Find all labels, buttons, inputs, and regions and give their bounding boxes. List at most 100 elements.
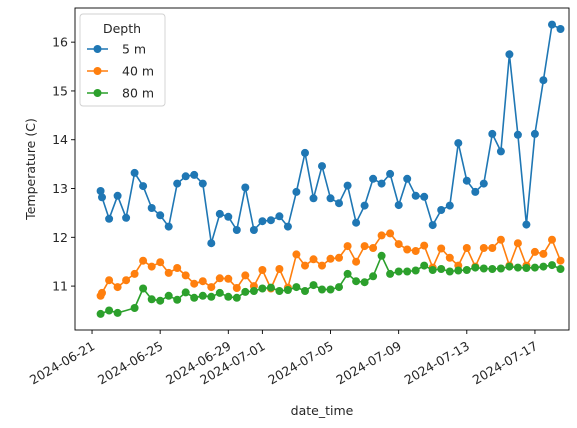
data-point <box>98 289 106 297</box>
data-point <box>505 50 513 58</box>
y-tick-label: 13 <box>52 181 68 196</box>
data-point <box>327 286 335 294</box>
data-point <box>403 175 411 183</box>
data-point <box>471 188 479 196</box>
data-point <box>267 284 275 292</box>
data-point <box>250 287 258 295</box>
data-point <box>131 169 139 177</box>
data-point <box>301 287 309 295</box>
data-point <box>557 265 565 273</box>
data-point <box>386 270 394 278</box>
data-point <box>190 171 198 179</box>
data-point <box>182 288 190 296</box>
data-point <box>531 264 539 272</box>
legend-swatch-marker <box>94 89 102 97</box>
data-point <box>420 193 428 201</box>
data-point <box>207 293 215 301</box>
data-point <box>522 264 530 272</box>
data-point <box>378 180 386 188</box>
data-point <box>420 242 428 250</box>
data-point <box>98 193 106 201</box>
data-point <box>386 229 394 237</box>
data-point <box>463 177 471 185</box>
data-point <box>395 240 403 248</box>
data-point <box>369 175 377 183</box>
data-point <box>378 231 386 239</box>
data-point <box>258 285 266 293</box>
legend-title: Depth <box>103 21 141 36</box>
data-point <box>437 245 445 253</box>
data-point <box>463 266 471 274</box>
data-point <box>148 295 156 303</box>
data-point <box>420 262 428 270</box>
data-point <box>122 214 130 222</box>
y-tick-label: 11 <box>52 279 68 294</box>
data-point <box>139 182 147 190</box>
data-point <box>471 264 479 272</box>
data-point <box>522 221 530 229</box>
data-point <box>301 149 309 157</box>
data-point <box>335 254 343 262</box>
data-point <box>148 204 156 212</box>
y-axis-title: Temperature (C) <box>23 118 38 221</box>
y-tick-label: 12 <box>52 230 68 245</box>
data-point <box>122 276 130 284</box>
data-point <box>318 262 326 270</box>
data-point <box>412 247 420 255</box>
data-point <box>105 215 113 223</box>
data-point <box>361 202 369 210</box>
data-point <box>488 130 496 138</box>
data-point <box>403 268 411 276</box>
data-point <box>292 283 300 291</box>
data-point <box>284 286 292 294</box>
data-point <box>539 250 547 258</box>
data-point <box>156 211 164 219</box>
data-point <box>557 25 565 33</box>
data-point <box>429 221 437 229</box>
data-point <box>548 261 556 269</box>
data-point <box>514 264 522 272</box>
data-point <box>148 263 156 271</box>
data-point <box>437 265 445 273</box>
data-point <box>454 267 462 275</box>
data-point <box>412 267 420 275</box>
data-point <box>335 199 343 207</box>
data-point <box>250 226 258 234</box>
data-point <box>412 192 420 200</box>
y-tick-label: 15 <box>52 83 68 98</box>
data-point <box>182 172 190 180</box>
data-point <box>344 182 352 190</box>
data-point <box>361 278 369 286</box>
data-point <box>557 257 565 265</box>
data-point <box>310 281 318 289</box>
data-point <box>207 239 215 247</box>
data-point <box>199 180 207 188</box>
data-point <box>165 223 173 231</box>
data-point <box>173 296 181 304</box>
data-point <box>190 280 198 288</box>
data-point <box>224 213 232 221</box>
data-point <box>284 223 292 231</box>
data-point <box>165 292 173 300</box>
data-point <box>241 288 249 296</box>
data-point <box>395 268 403 276</box>
data-point <box>488 244 496 252</box>
data-point <box>292 188 300 196</box>
legend-swatch-marker <box>94 45 102 53</box>
data-point <box>105 307 113 315</box>
data-point <box>224 275 232 283</box>
data-point <box>437 206 445 214</box>
data-point <box>352 258 360 266</box>
y-tick-label: 14 <box>52 132 68 147</box>
data-point <box>233 294 241 302</box>
data-point <box>548 21 556 29</box>
data-point <box>292 250 300 258</box>
data-point <box>216 274 224 282</box>
data-point <box>190 294 198 302</box>
legend-label: 5 m <box>122 42 146 57</box>
data-point <box>531 248 539 256</box>
data-point <box>318 286 326 294</box>
data-point <box>454 139 462 147</box>
data-point <box>352 219 360 227</box>
data-point <box>386 170 394 178</box>
